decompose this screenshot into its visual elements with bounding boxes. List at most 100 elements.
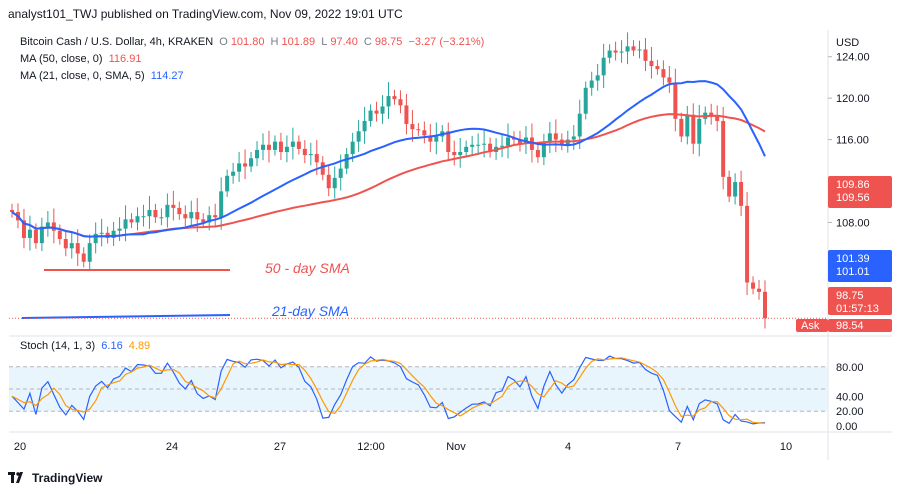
ma50-label: MA (50, close, 0) — [20, 53, 103, 65]
candle-body — [470, 144, 475, 147]
candle-body — [10, 210, 14, 213]
high-label: H — [270, 36, 279, 48]
candle-body — [237, 163, 242, 172]
candle-body — [290, 141, 295, 147]
candle-body — [69, 243, 74, 249]
low-label: L — [321, 36, 328, 48]
candle-body — [679, 118, 684, 137]
price-axis-currency: USD — [836, 37, 859, 49]
candle-body — [685, 114, 690, 137]
candle-body — [721, 120, 726, 177]
candle-body — [278, 141, 283, 152]
ma50-legend: MA (50, close, 0) 116.91 — [20, 53, 144, 65]
candle-body — [500, 145, 505, 147]
candle-body — [727, 176, 732, 197]
last-price-badge-text: 01:57:13 — [836, 303, 879, 315]
candle-body — [332, 177, 337, 189]
candle-body — [243, 163, 248, 167]
tradingview-brand: TradingView — [32, 471, 103, 485]
time-tick-label: Nov — [446, 441, 466, 453]
candle-body — [153, 210, 158, 218]
candle-body — [344, 154, 349, 169]
candle-body — [284, 146, 289, 152]
candle-body — [410, 124, 415, 130]
candle-body — [751, 282, 756, 289]
candle-body — [225, 175, 230, 192]
candle-body — [601, 57, 606, 76]
candle-body — [398, 99, 403, 106]
candle-body — [231, 171, 236, 176]
candle-body — [255, 149, 260, 159]
candle-body — [296, 141, 301, 149]
candle-body — [51, 222, 56, 231]
candle-body — [117, 228, 122, 231]
candle-body — [709, 112, 714, 117]
stoch-k-value: 6.16 — [101, 340, 123, 352]
candle-body — [320, 162, 325, 175]
low-value: 97.40 — [330, 36, 358, 48]
candle-body — [757, 288, 762, 292]
footer-brand: TradingView — [8, 468, 102, 488]
stoch-d-line — [11, 357, 766, 424]
candle-body — [715, 116, 720, 121]
stoch-tick-label: 0.00 — [836, 421, 857, 433]
candle-body — [326, 174, 331, 189]
ma50-line — [11, 113, 766, 238]
candle-body — [111, 230, 116, 238]
candle-body — [547, 133, 552, 143]
candle-body — [655, 66, 660, 70]
price-tick-label: 116.00 — [836, 135, 869, 147]
candle-body — [362, 120, 367, 132]
change-value: −3.27 (−3.21%) — [408, 36, 485, 48]
candle-body — [266, 144, 271, 150]
candle-body — [488, 143, 493, 152]
candle-body — [75, 243, 80, 254]
candle-body — [81, 253, 86, 262]
candle-body — [571, 136, 576, 140]
ma50-value: 116.91 — [108, 53, 142, 65]
ma21-legend: MA (21, close, 0, SMA, 5) 114.27 — [20, 70, 187, 82]
candle-body — [189, 212, 194, 219]
candle-body — [583, 87, 588, 114]
candle-body — [356, 131, 361, 142]
ma50-price-badge-text: 109.56 — [836, 192, 870, 204]
sma21-annotation: 21-day SMA — [272, 303, 350, 319]
candle-body — [404, 105, 409, 125]
candle-body — [452, 152, 457, 156]
candle-body — [637, 49, 642, 51]
ma50-price-badge-text: 109.86 — [836, 179, 870, 191]
open-value: 101.80 — [230, 36, 265, 48]
last-price-badge-text: 98.75 — [836, 290, 864, 302]
candle-body — [99, 232, 104, 234]
candle-body — [482, 143, 487, 145]
candle-body — [625, 46, 630, 52]
candle-body — [39, 226, 44, 244]
candle-body — [446, 131, 451, 152]
candle-body — [691, 114, 696, 144]
candle-body — [380, 106, 385, 114]
candle-body — [673, 82, 678, 119]
candle-body — [745, 205, 750, 283]
candle-body — [667, 77, 672, 83]
price-tick-label: 108.00 — [836, 217, 870, 229]
candle-body — [123, 219, 128, 229]
stoch-d-value: 4.89 — [128, 340, 151, 352]
ma21-price-badge-text: 101.39 — [836, 253, 870, 265]
candle-body — [739, 182, 744, 206]
candle-body — [147, 210, 152, 217]
ma21-label: MA (21, close, 0, SMA, 5) — [20, 70, 145, 82]
time-tick-label: 4 — [565, 441, 571, 453]
candle-body — [428, 135, 433, 142]
publish-header: analyst101_TWJ published on TradingView.… — [0, 0, 900, 30]
candle-body — [386, 96, 391, 107]
symbol-title: Bitcoin Cash / U.S. Dollar, 4h, KRAKEN — [20, 36, 214, 48]
candle-body — [129, 219, 134, 223]
candle-body — [93, 233, 98, 244]
tradingview-logo-icon — [8, 472, 23, 483]
candle-body — [613, 50, 618, 53]
candle-body — [177, 207, 182, 215]
candle-body — [607, 50, 612, 58]
candle-body — [249, 158, 254, 167]
candle-body — [350, 141, 355, 155]
